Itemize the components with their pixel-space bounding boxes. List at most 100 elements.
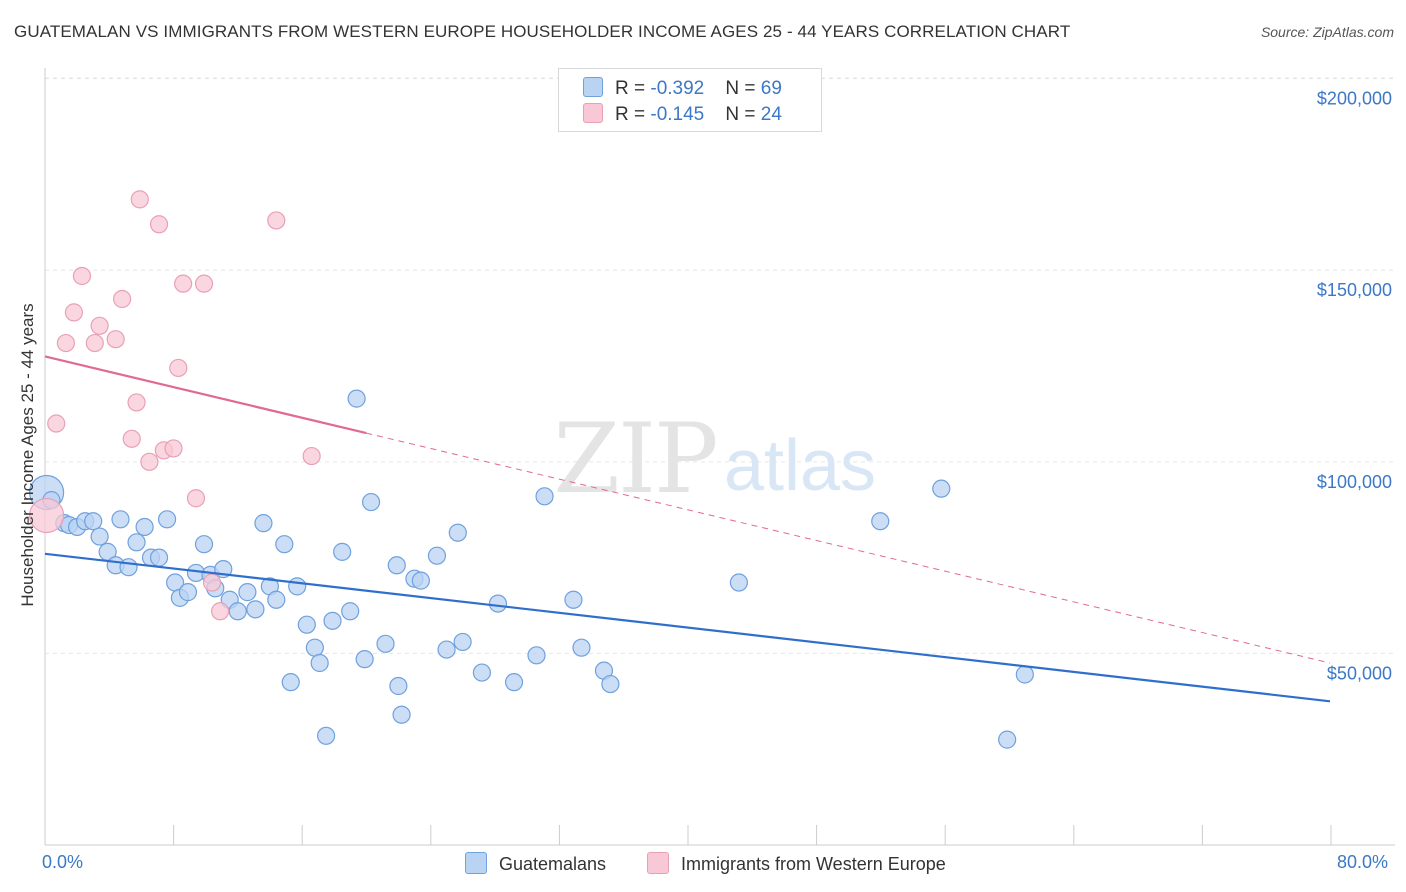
y-tick-label: $200,000 [1317, 89, 1392, 109]
point-western-europe [149, 215, 169, 234]
point-guatemalan [288, 577, 307, 596]
point-western-europe [164, 439, 183, 458]
point-guatemalan [135, 517, 154, 537]
point-guatemalan [572, 638, 591, 657]
trend-line-western-europe [44, 355, 367, 435]
point-western-europe [174, 274, 193, 293]
correlation-legend: R = -0.392 N = 69 R = -0.145 N = 24 [558, 68, 822, 132]
point-western-europe [202, 573, 222, 592]
point-guatemalan [355, 650, 374, 669]
point-guatemalan [246, 600, 265, 619]
point-guatemalan [341, 602, 360, 621]
y-tick-labels: $50,000 $100,000 $150,000 $200,000 [1317, 89, 1392, 684]
point-guatemalan [119, 558, 138, 577]
point-guatemalan [228, 602, 247, 621]
watermark-atlas: atlas [724, 426, 876, 506]
legend-n-value: 69 [760, 78, 782, 99]
point-western-europe [90, 316, 109, 335]
point-guatemalan [316, 726, 336, 745]
point-guatemalan [535, 487, 554, 506]
point-guatemalan [392, 705, 411, 724]
point-guatemalan [281, 673, 300, 692]
point-guatemalan [127, 533, 146, 552]
y-tick-label: $50,000 [1327, 663, 1392, 683]
trend-lines [44, 355, 1331, 703]
point-guatemalan [411, 571, 430, 590]
legend-n-value: 24 [760, 104, 782, 125]
y-axis-label: Householder Income Ages 25 - 44 years [18, 303, 37, 607]
legend-row-western-europe: R = -0.145 N = 24 [583, 103, 782, 127]
axes [44, 68, 1395, 846]
legend-r-label: R = [615, 78, 651, 99]
point-western-europe [106, 330, 125, 349]
point-guatemalan [488, 594, 508, 613]
point-western-europe [47, 414, 66, 433]
bottom-legend-swatch-blue [465, 852, 487, 874]
point-western-europe [169, 358, 188, 378]
point-guatemalan [932, 479, 951, 498]
point-guatemalan [387, 556, 406, 575]
y-tick-label: $100,000 [1317, 472, 1392, 492]
y-tick-label: $150,000 [1317, 280, 1392, 300]
point-guatemalan [254, 514, 273, 533]
point-guatemalan [1015, 665, 1034, 684]
data-points [29, 190, 1034, 749]
trend-line-dashed-western-europe [366, 432, 1331, 664]
trend-line-guatemalan [44, 552, 1331, 703]
point-guatemalan [267, 590, 286, 609]
point-western-europe [267, 211, 286, 230]
point-western-europe [210, 602, 230, 621]
point-western-europe [194, 274, 214, 293]
point-western-europe [29, 497, 65, 534]
bottom-legend-guatemalans: Guatemalans [465, 852, 606, 875]
legend-swatch-blue [583, 77, 603, 97]
point-western-europe [72, 266, 92, 286]
point-guatemalan [389, 676, 408, 696]
bottom-legend-label: Immigrants from Western Europe [681, 854, 946, 874]
point-guatemalan [998, 730, 1017, 749]
point-guatemalan [90, 527, 109, 546]
point-guatemalan [305, 638, 324, 657]
point-guatemalan [453, 632, 472, 652]
legend-r-label: R = [615, 104, 651, 125]
legend-swatch-pink [583, 103, 603, 123]
point-western-europe [130, 190, 149, 209]
bottom-legend-label: Guatemalans [499, 854, 607, 874]
point-guatemalan [297, 615, 316, 634]
point-guatemalan [564, 590, 583, 609]
point-guatemalan [376, 634, 395, 653]
point-western-europe [302, 446, 321, 466]
point-guatemalan [178, 583, 198, 602]
point-western-europe [85, 333, 104, 353]
point-guatemalan [194, 535, 214, 554]
point-guatemalan [238, 583, 257, 602]
point-guatemalan [310, 653, 329, 673]
legend-r-value: -0.145 [650, 104, 705, 125]
point-guatemalan [333, 542, 352, 561]
watermark-zip: ZIP [553, 403, 716, 515]
point-western-europe [112, 289, 132, 309]
chart-title: GUATEMALAN VS IMMIGRANTS FROM WESTERN EU… [14, 22, 1071, 41]
point-guatemalan [111, 510, 130, 529]
point-guatemalan [504, 673, 524, 692]
point-guatemalan [427, 546, 447, 565]
x-tick-label-max: 80.0% [1337, 852, 1389, 872]
point-guatemalan [347, 389, 366, 408]
point-guatemalan [323, 611, 342, 630]
point-guatemalan [448, 523, 467, 542]
point-guatemalan [437, 640, 456, 659]
point-guatemalan [527, 646, 546, 665]
point-western-europe [140, 452, 159, 471]
legend-n-label: N = [725, 104, 761, 125]
point-guatemalan [149, 548, 169, 567]
legend-n-label: N = [725, 78, 761, 99]
point-western-europe [127, 393, 146, 412]
point-guatemalan [472, 663, 491, 682]
point-guatemalan [871, 512, 890, 531]
bottom-legend-western-europe: Immigrants from Western Europe [647, 852, 946, 875]
point-guatemalan [84, 512, 103, 531]
point-guatemalan [601, 674, 620, 694]
legend-row-guatemalans: R = -0.392 N = 69 [583, 77, 782, 101]
point-western-europe [64, 303, 84, 322]
